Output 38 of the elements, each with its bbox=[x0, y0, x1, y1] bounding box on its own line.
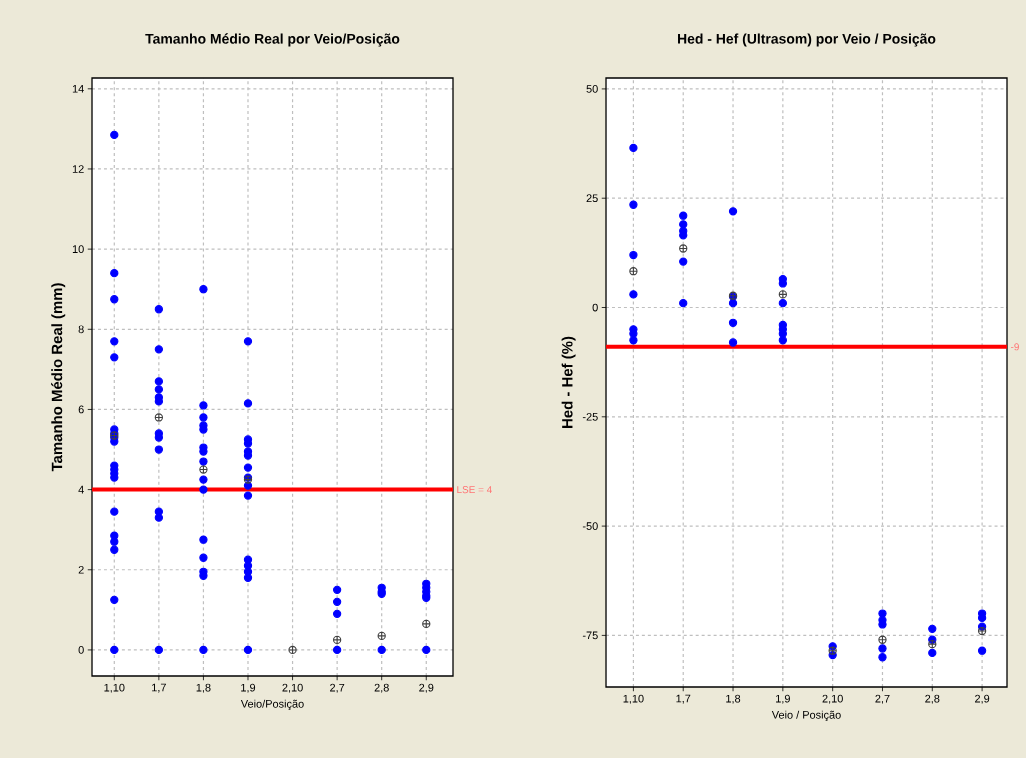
y-tick-label: 0 bbox=[78, 646, 84, 654]
x-axis-title: Veio / Posição bbox=[771, 710, 841, 721]
x-axis-title: Veio/Posição bbox=[240, 699, 304, 710]
x-tick-label: 2,10 bbox=[282, 683, 303, 693]
x-tick-label: 1,7 bbox=[676, 694, 691, 704]
y-tick-label: 12 bbox=[72, 165, 84, 173]
x-tick-label: 2,9 bbox=[419, 683, 434, 693]
y-tick-label: 4 bbox=[78, 485, 84, 494]
x-tick-label: 2,8 bbox=[925, 694, 940, 704]
y-axis-title: Hed - Hef (%) bbox=[561, 336, 576, 428]
ref-line-label: LSE = 4 bbox=[457, 486, 492, 494]
y-tick-label: -25 bbox=[582, 412, 598, 421]
y-axis-title: Tamanho Médio Real (mm) bbox=[51, 283, 66, 472]
chart-title: Tamanho Médio Real por Veio/Posição bbox=[145, 33, 400, 47]
x-tick-label: 1,8 bbox=[196, 683, 211, 693]
y-tick-label: -50 bbox=[582, 522, 598, 530]
y-tick-label: 25 bbox=[586, 194, 598, 203]
x-tick-label: 2,9 bbox=[975, 694, 990, 704]
y-tick-label: 2 bbox=[78, 565, 84, 574]
y-tick-label: 0 bbox=[592, 303, 598, 312]
y-tick-label: -75 bbox=[582, 631, 598, 640]
y-tick-label: 50 bbox=[586, 85, 598, 93]
x-tick-label: 1,9 bbox=[776, 694, 790, 704]
y-tick-label: 10 bbox=[72, 245, 84, 254]
x-tick-label: 2,8 bbox=[374, 683, 389, 693]
x-tick-label: 1,8 bbox=[726, 694, 741, 704]
x-tick-label: 1,10 bbox=[623, 694, 644, 704]
x-tick-label: 2,10 bbox=[822, 694, 843, 704]
x-tick-label: 1,9 bbox=[241, 683, 256, 693]
y-tick-label: 6 bbox=[78, 405, 84, 414]
x-tick-label: 2,7 bbox=[330, 683, 345, 693]
x-tick-label: 2,7 bbox=[875, 694, 890, 704]
y-tick-label: 8 bbox=[78, 325, 84, 334]
y-tick-label: 14 bbox=[72, 85, 84, 93]
ref-line-label: -9 bbox=[1010, 343, 1019, 351]
chart-title: Hed - Hef (Ultrasom) por Veio / Posição bbox=[678, 33, 936, 47]
x-tick-label: 1,7 bbox=[152, 683, 166, 693]
x-tick-label: 1,10 bbox=[104, 683, 125, 693]
